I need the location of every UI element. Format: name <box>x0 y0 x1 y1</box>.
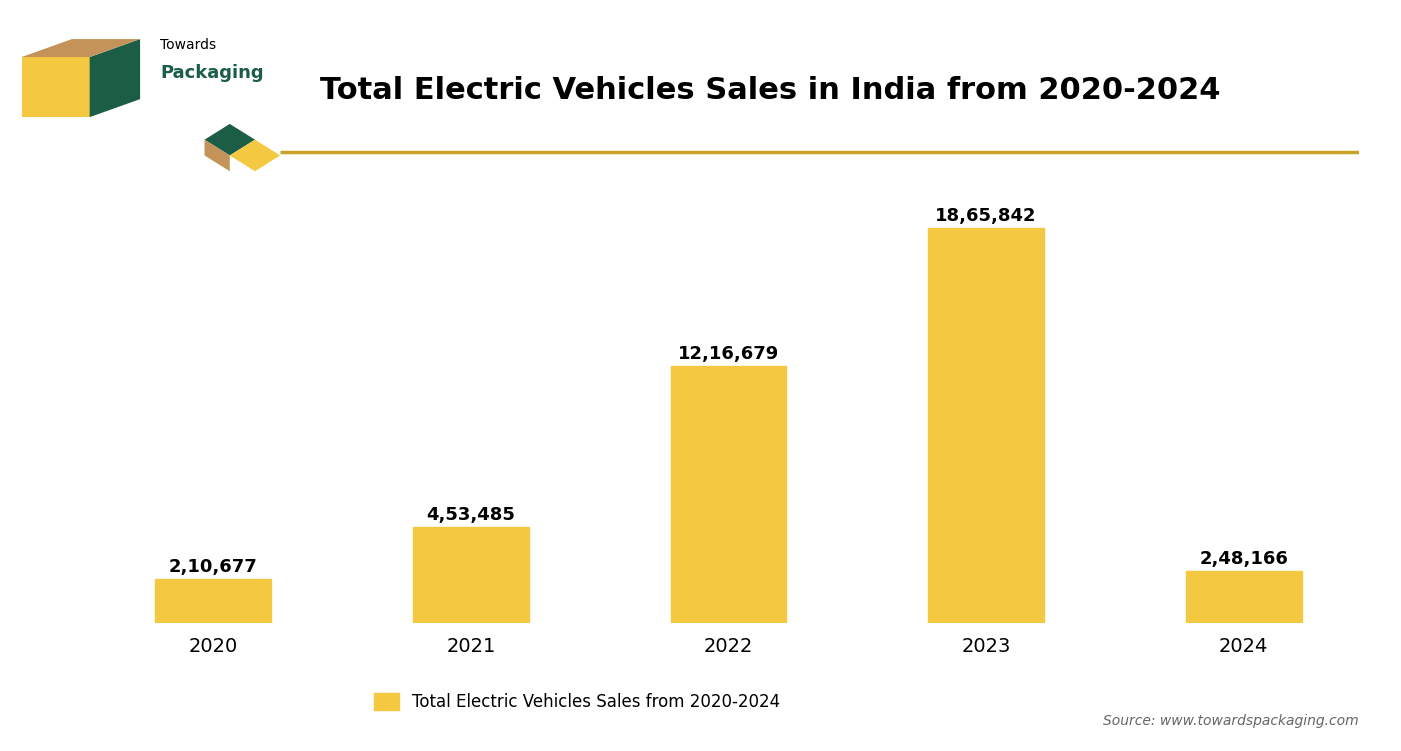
Text: 4,53,485: 4,53,485 <box>426 506 516 524</box>
Polygon shape <box>205 124 255 155</box>
Bar <box>927 228 1044 623</box>
Polygon shape <box>230 140 280 171</box>
Text: 2,10,677: 2,10,677 <box>170 557 258 575</box>
Text: Towards: Towards <box>160 38 216 52</box>
Polygon shape <box>205 140 230 171</box>
Polygon shape <box>21 57 90 117</box>
Text: 2,48,166: 2,48,166 <box>1199 550 1288 568</box>
Legend: Total Electric Vehicles Sales from 2020-2024: Total Electric Vehicles Sales from 2020-… <box>367 686 787 717</box>
Bar <box>671 366 786 623</box>
Text: Total Electric Vehicles Sales in India from 2020-2024: Total Electric Vehicles Sales in India f… <box>321 76 1220 104</box>
Text: Source: www.towardspackaging.com: Source: www.towardspackaging.com <box>1104 714 1359 728</box>
Text: 18,65,842: 18,65,842 <box>936 207 1037 225</box>
Polygon shape <box>90 39 140 117</box>
Text: 12,16,679: 12,16,679 <box>678 345 779 363</box>
Bar <box>413 527 530 623</box>
Polygon shape <box>21 39 140 57</box>
Text: Packaging: Packaging <box>160 64 263 82</box>
Bar <box>156 579 272 623</box>
Bar <box>1185 571 1302 623</box>
